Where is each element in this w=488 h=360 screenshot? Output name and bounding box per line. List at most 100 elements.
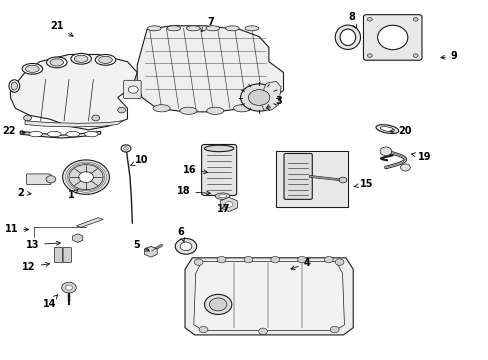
Circle shape (92, 115, 100, 121)
FancyBboxPatch shape (123, 80, 141, 99)
Text: 15: 15 (353, 179, 372, 189)
Circle shape (248, 90, 269, 105)
Text: 6: 6 (177, 227, 184, 242)
Circle shape (123, 147, 128, 150)
Text: 13: 13 (25, 239, 60, 249)
Text: 5: 5 (133, 240, 149, 251)
Ellipse shape (50, 59, 63, 66)
FancyBboxPatch shape (54, 247, 62, 262)
Ellipse shape (9, 80, 20, 92)
FancyBboxPatch shape (26, 174, 51, 185)
Polygon shape (25, 121, 122, 127)
Ellipse shape (206, 107, 224, 114)
Ellipse shape (99, 56, 112, 63)
Ellipse shape (71, 53, 91, 64)
Polygon shape (137, 26, 283, 112)
FancyBboxPatch shape (284, 153, 312, 199)
Circle shape (209, 298, 226, 311)
Text: 18: 18 (176, 186, 210, 197)
Ellipse shape (74, 55, 88, 62)
Circle shape (338, 177, 346, 183)
Circle shape (69, 165, 103, 190)
Ellipse shape (66, 131, 80, 137)
Circle shape (46, 176, 56, 183)
Circle shape (121, 145, 131, 152)
Circle shape (204, 294, 231, 315)
Text: 8: 8 (347, 12, 356, 28)
Circle shape (175, 238, 196, 254)
Text: 9: 9 (440, 51, 457, 61)
Ellipse shape (46, 57, 67, 68)
Polygon shape (261, 81, 281, 110)
Ellipse shape (205, 26, 219, 31)
Text: 11: 11 (5, 225, 28, 234)
Circle shape (194, 259, 203, 265)
Ellipse shape (244, 26, 258, 31)
Text: 4: 4 (290, 258, 310, 270)
Ellipse shape (22, 63, 42, 74)
Circle shape (400, 164, 409, 171)
FancyBboxPatch shape (201, 144, 236, 195)
Ellipse shape (380, 127, 394, 131)
Polygon shape (10, 54, 137, 130)
Text: 14: 14 (42, 295, 58, 309)
Ellipse shape (375, 125, 398, 134)
Circle shape (270, 256, 279, 263)
Circle shape (330, 326, 338, 333)
Text: 1: 1 (68, 190, 78, 200)
Circle shape (412, 18, 417, 21)
Ellipse shape (339, 29, 355, 45)
Ellipse shape (95, 54, 116, 65)
Ellipse shape (47, 131, 61, 137)
Text: 21: 21 (50, 21, 73, 36)
Ellipse shape (25, 65, 39, 72)
Circle shape (61, 282, 76, 293)
Text: 12: 12 (22, 262, 49, 272)
Ellipse shape (225, 26, 239, 31)
Ellipse shape (377, 25, 407, 50)
Circle shape (199, 326, 207, 333)
FancyBboxPatch shape (276, 151, 347, 207)
Ellipse shape (218, 194, 226, 198)
Circle shape (244, 256, 252, 263)
Ellipse shape (233, 105, 250, 112)
Circle shape (412, 54, 417, 57)
Text: 20: 20 (389, 126, 411, 135)
FancyBboxPatch shape (277, 152, 346, 206)
Ellipse shape (11, 82, 18, 90)
Ellipse shape (84, 131, 98, 137)
Circle shape (118, 107, 125, 113)
Text: 10: 10 (130, 155, 148, 166)
Polygon shape (76, 218, 103, 227)
Circle shape (240, 84, 277, 111)
Circle shape (217, 256, 225, 263)
FancyBboxPatch shape (63, 247, 71, 262)
Text: 7: 7 (201, 17, 213, 32)
Ellipse shape (334, 25, 360, 49)
Circle shape (79, 172, 93, 183)
Circle shape (297, 256, 306, 263)
Circle shape (366, 54, 371, 57)
Ellipse shape (180, 107, 197, 114)
Ellipse shape (147, 26, 161, 31)
Ellipse shape (204, 145, 233, 152)
Polygon shape (20, 131, 101, 138)
FancyBboxPatch shape (363, 15, 421, 60)
Polygon shape (193, 261, 344, 330)
Polygon shape (184, 258, 352, 335)
Circle shape (65, 285, 72, 290)
Ellipse shape (153, 105, 170, 112)
Circle shape (23, 115, 31, 121)
Text: 19: 19 (411, 152, 431, 162)
Text: 3: 3 (266, 96, 282, 108)
Circle shape (62, 160, 109, 194)
Circle shape (128, 86, 138, 93)
Text: 16: 16 (183, 165, 207, 175)
Ellipse shape (166, 26, 180, 31)
Text: 17: 17 (217, 204, 230, 214)
Circle shape (379, 147, 391, 156)
Circle shape (324, 256, 332, 263)
Circle shape (224, 202, 232, 207)
Ellipse shape (29, 131, 42, 137)
Text: 22: 22 (3, 126, 25, 135)
